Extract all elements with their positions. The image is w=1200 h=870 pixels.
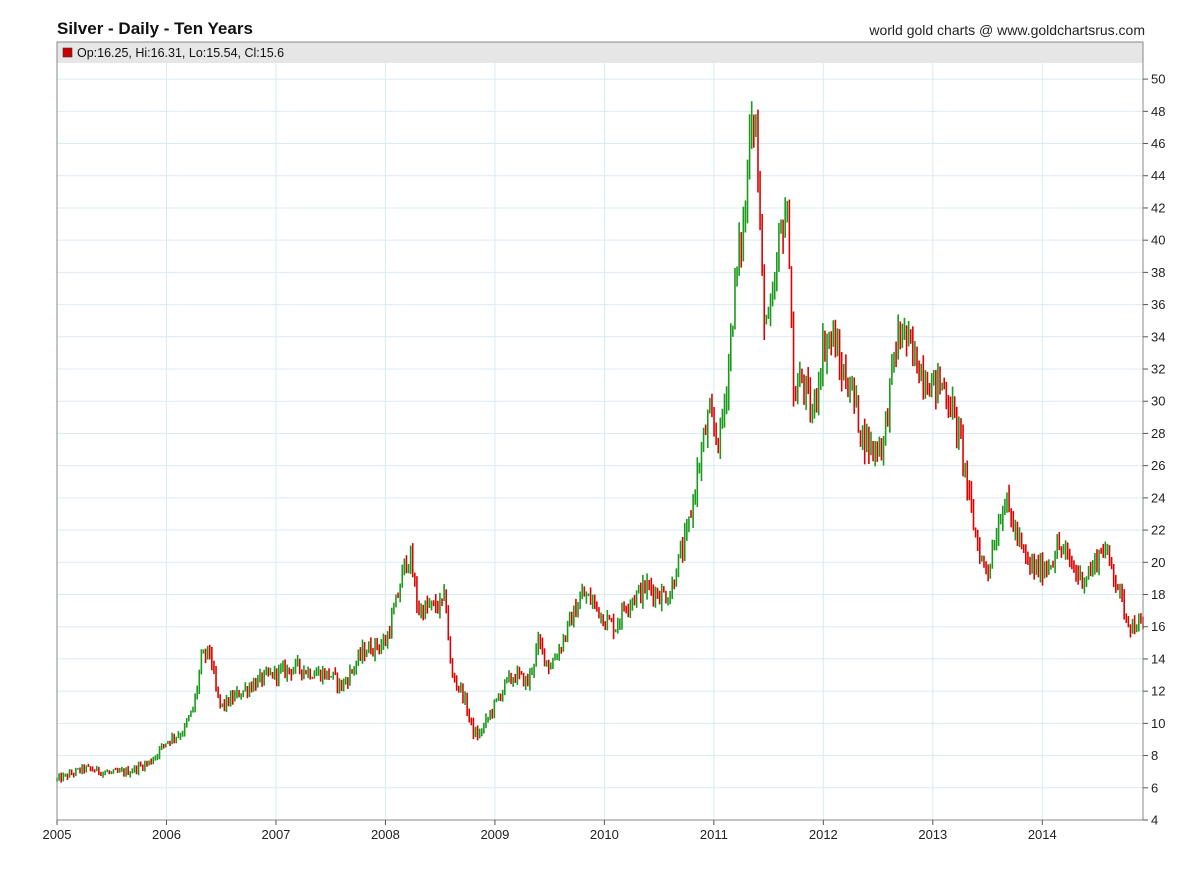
y-tick-label: 36 (1151, 297, 1165, 312)
x-tick-label: 2011 (700, 827, 728, 842)
y-tick-label: 28 (1151, 426, 1165, 441)
y-tick-label: 4 (1151, 813, 1158, 828)
y-tick-label: 46 (1151, 136, 1165, 151)
y-tick-label: 12 (1151, 684, 1165, 699)
x-tick-label: 2013 (918, 827, 947, 842)
chart-source: world gold charts @ www.goldchartsrus.co… (869, 22, 1145, 38)
x-tick-label: 2012 (809, 827, 838, 842)
y-axis: 4681012141618202224262830323436384042444… (1143, 72, 1165, 828)
y-tick-label: 32 (1151, 362, 1165, 377)
x-tick-label: 2014 (1028, 827, 1057, 842)
y-tick-label: 16 (1151, 619, 1165, 634)
x-tick-label: 2006 (152, 827, 181, 842)
y-tick-label: 40 (1151, 233, 1165, 248)
x-tick-label: 2007 (261, 827, 290, 842)
ohlc-marker-icon (62, 47, 73, 58)
y-tick-label: 48 (1151, 104, 1165, 119)
x-axis: 2005 2006 2007 2008 2009 2010 2011 2012 2013 2014 (43, 820, 1057, 842)
y-tick-label: 42 (1151, 200, 1165, 215)
y-tick-label: 44 (1151, 168, 1165, 183)
ohlc-band (57, 42, 1143, 63)
plot-frame (56, 41, 1144, 821)
y-tick-label: 6 (1151, 780, 1158, 795)
y-tick-label: 26 (1151, 458, 1165, 473)
ohlc-readout: Op:16.25, Hi:16.31, Lo:15.54, Cl:15.6 (77, 46, 284, 60)
y-tick-label: 20 (1151, 555, 1165, 570)
y-tick-label: 22 (1151, 523, 1165, 538)
y-tick-label: 24 (1151, 490, 1165, 505)
y-tick-label: 10 (1151, 716, 1165, 731)
grid (57, 63, 1143, 820)
x-tick-label: 2005 (43, 827, 72, 842)
y-tick-label: 18 (1151, 587, 1165, 602)
x-tick-label: 2009 (480, 827, 509, 842)
y-tick-label: 38 (1151, 265, 1165, 280)
y-tick-label: 50 (1151, 72, 1165, 87)
y-tick-label: 30 (1151, 394, 1165, 409)
chart-title: Silver - Daily - Ten Years (57, 19, 253, 38)
price-series (56, 101, 1144, 783)
x-tick-label: 2010 (590, 827, 619, 842)
y-tick-label: 8 (1151, 748, 1158, 763)
x-tick-label: 2008 (371, 827, 400, 842)
y-tick-label: 14 (1151, 651, 1165, 666)
y-tick-label: 34 (1151, 329, 1165, 344)
